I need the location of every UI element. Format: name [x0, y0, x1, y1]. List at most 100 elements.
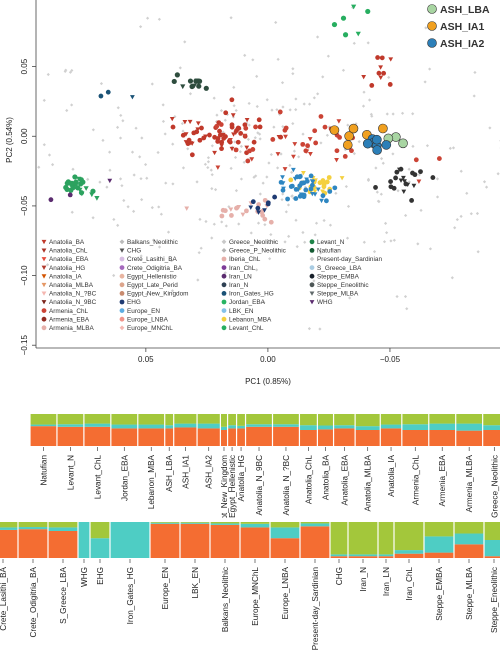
point-greece-neolithic	[313, 233, 317, 237]
point-greece-neolithic	[150, 206, 154, 210]
bar-segment-anatolia-chl-2	[300, 414, 317, 426]
point-greece-neolithic	[381, 161, 385, 165]
legend-label-lbk-en: LBK_EN	[229, 308, 254, 315]
legend-marker-steppe-eneolithic	[309, 282, 315, 288]
bar-label-anatolia-mlba: Anatolia_MLBA	[364, 454, 373, 511]
point-greece-neolithic	[164, 181, 168, 185]
bar-segment-iran-chl-0	[394, 553, 424, 558]
bar-segment-crete-lasithi-ba-2	[0, 522, 18, 528]
point-greece-neolithic	[91, 128, 95, 132]
legend-label-europe-en: Europe_EN	[127, 308, 160, 315]
legend-marker-present-day-sardinian	[309, 256, 315, 262]
bar-greece-neolithic	[483, 414, 500, 446]
bar-levant-chl	[84, 414, 111, 446]
point-iran-ln	[355, 31, 361, 37]
point-greece-neolithic	[424, 26, 428, 30]
point-greece-neolithic	[37, 243, 38, 245]
point-greece-neolithic	[107, 150, 112, 154]
point-iran-n	[304, 178, 310, 184]
point-greece-neolithic	[366, 177, 371, 181]
legend-marker-levant-n	[309, 239, 315, 245]
bar-label-chg: CHG	[335, 567, 344, 585]
admixture-bar-chart-top: Natufian Levant_N Levant_ChL Jordan_EBA Leba…	[30, 414, 500, 518]
bar-s-greece-lba	[48, 522, 78, 558]
bar-segment-iran-chl-2	[394, 522, 424, 551]
legend-label-balkans-neolithic: Balkans_Neolithic	[127, 239, 179, 246]
point-greece-neolithic	[186, 147, 190, 151]
point-greece-neolithic	[284, 210, 288, 214]
point-anatolia-chl	[221, 135, 227, 141]
point-greece-neolithic	[255, 268, 259, 272]
point-greece-neolithic	[203, 162, 207, 166]
point-whg	[376, 70, 382, 76]
bar-anatolia-n-9bc	[246, 414, 272, 446]
bar-label-steppe-mlba: Steppe_MLBA	[465, 566, 474, 619]
bar-segment-armenia-chl-0	[402, 430, 429, 446]
point-ash-lba	[398, 138, 408, 149]
bar-label-armenia-mlba: Armenia_MLBA	[465, 454, 474, 512]
point-greece-neolithic	[156, 150, 160, 155]
point-greece-neolithic	[286, 203, 291, 207]
point-greece-neolithic	[276, 57, 280, 61]
point-greece-neolithic	[275, 108, 279, 112]
point-armenia-chl	[245, 158, 251, 164]
legend-marker-iron-gates-hg	[221, 291, 227, 296]
bar-segment-anatolia-n-9bc-2	[246, 414, 272, 425]
point-greece-neolithic	[274, 20, 278, 25]
bar-segment-anatolia-n-bc-2	[273, 414, 299, 425]
bar-segment-anatolia-ia-0	[380, 428, 402, 446]
point-greece-neolithic	[210, 144, 214, 148]
point-greece-neolithic	[411, 112, 415, 116]
point-greece-neolithic	[292, 149, 296, 153]
point-chg	[180, 84, 186, 90]
point-greece-neolithic	[140, 198, 144, 202]
point-greece-neolithic	[319, 141, 323, 145]
bar-segment-jordan-eba-1	[111, 424, 138, 429]
legend-marker-jordan-eba	[221, 299, 227, 305]
legend-label-iran-chl: Iran_ChL	[229, 265, 256, 272]
point-greece-neolithic	[212, 96, 216, 100]
cluster-natufian	[98, 89, 135, 100]
point-greece-neolithic	[488, 126, 492, 130]
bar-segment-armenia-chl-1	[402, 424, 429, 430]
bar-europe-en	[150, 522, 180, 558]
bar-segment-whg-1	[78, 522, 90, 558]
legend-marker-anatolia-n-9bc	[41, 300, 47, 305]
point-chg	[174, 72, 180, 78]
point-armenia-chl	[416, 179, 422, 184]
point-europe-lnba	[219, 213, 225, 219]
point-natufian	[130, 95, 135, 100]
point-europe-lnba	[240, 212, 246, 217]
point-ash-ia2	[362, 138, 373, 149]
legend-marker-crete-odigitria-ba	[119, 265, 125, 270]
point-greece-neolithic	[210, 173, 214, 177]
point-greece-neolithic	[318, 327, 322, 331]
point-greece-neolithic	[407, 167, 411, 171]
point-anatolia-chl	[183, 132, 189, 137]
point-levant-chl	[90, 188, 96, 194]
bar-segment-armenia-mlba-0	[456, 430, 483, 446]
point-greece-neolithic	[174, 274, 178, 278]
bar-label-anatolia-hg: Anatolia_HG	[237, 455, 246, 501]
bar-label-iran-n: Iran_N	[359, 567, 368, 592]
point-armenia-chl	[307, 137, 313, 142]
bar-anatolia-chl	[300, 414, 317, 446]
point-armenia-chl	[277, 109, 283, 115]
point-greece-neolithic	[272, 125, 276, 129]
point-greece-neolithic	[316, 92, 320, 96]
bar-segment-levant-n-0	[57, 426, 84, 446]
bar-segment-crete-odigitria-ba-1	[18, 527, 48, 530]
bar-segment-ehg-1	[90, 538, 110, 558]
bar-segment-anatolia-mlba-1	[355, 426, 380, 430]
point-greece-neolithic	[301, 230, 305, 235]
bar-segment-iran-ln-2	[378, 522, 394, 555]
point-greece-neolithic	[328, 223, 333, 227]
point-greece-neolithic	[223, 118, 227, 122]
bar-segment-crete-lasithi-ba-0	[0, 529, 18, 558]
point-greece-neolithic	[233, 140, 237, 144]
legend-label-anatolia-chl: Anatolia_ChL	[49, 248, 88, 255]
legend-label-anatolia-eba: Anatolia_EBA	[49, 256, 89, 263]
point-greece-neolithic	[344, 184, 348, 189]
point-levant-chl	[83, 186, 89, 191]
